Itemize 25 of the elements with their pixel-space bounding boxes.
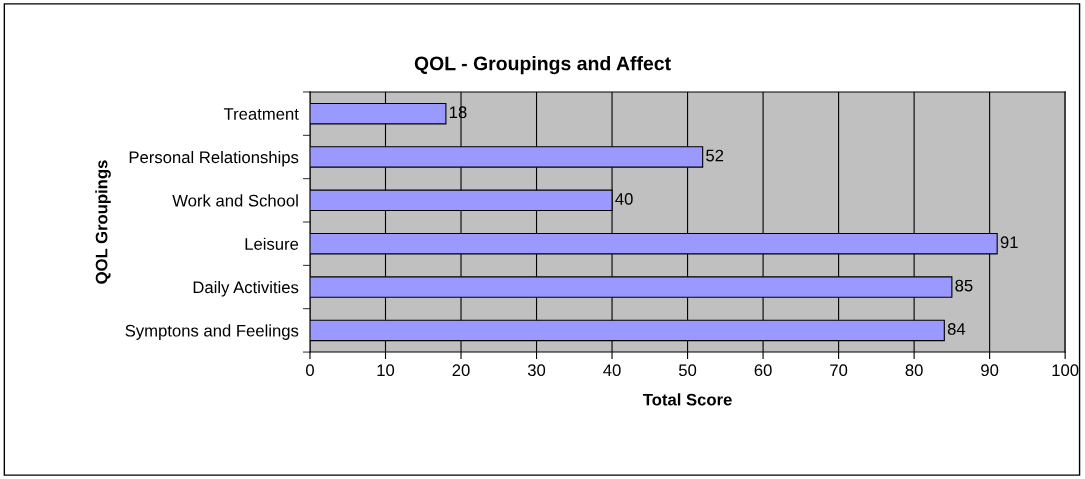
data-label: 40 <box>615 193 633 205</box>
data-label: 85 <box>955 279 973 292</box>
data-label: 52 <box>706 149 724 162</box>
x-tick-label: 50 <box>678 364 697 377</box>
x-tick-label: 0 <box>306 364 314 377</box>
y-axis-title: QOL Groupings <box>95 160 111 284</box>
data-label: 84 <box>947 323 966 335</box>
x-tick-label: 10 <box>377 364 395 377</box>
x-tick-label: 20 <box>452 364 470 377</box>
x-tick-label: 100 <box>1052 364 1079 377</box>
x-tick-label: 70 <box>830 364 848 377</box>
chart-title: QOL - Groupings and Affect <box>414 56 671 75</box>
y-tick-label: Symptons and Feelings <box>125 324 299 340</box>
x-tick-label: 30 <box>527 364 546 377</box>
y-tick-label: Work and School <box>172 194 298 207</box>
y-tick-label: Leisure <box>245 237 299 250</box>
x-tick-label: 80 <box>905 364 923 377</box>
data-label: 91 <box>1000 236 1018 249</box>
x-tick-label: 60 <box>754 364 772 377</box>
y-tick-label: Daily Activities <box>193 281 299 297</box>
y-tick-label: Personal Relationships <box>129 150 299 167</box>
y-tick-label: Treatment <box>223 108 299 120</box>
x-tick-label: 40 <box>603 364 621 377</box>
x-axis-title: Total Score <box>642 393 732 406</box>
x-tick-label: 90 <box>981 364 999 377</box>
